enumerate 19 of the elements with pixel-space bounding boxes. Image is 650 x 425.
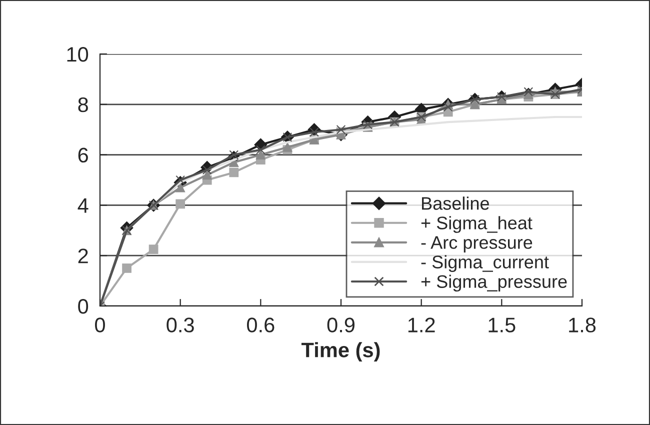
x-tick-label: 0.9: [327, 318, 354, 332]
y-tick-label: 6: [78, 148, 88, 163]
legend-label: - Arc pressure: [421, 236, 532, 252]
legend-label: - Sigma_current: [421, 255, 549, 272]
x-tick-label: 0: [95, 318, 105, 332]
x-tick-label: 1.8: [569, 318, 596, 332]
x-tick-label: 1.2: [408, 318, 435, 332]
y-tick-label: 4: [78, 198, 88, 213]
x-tick-label: 1.5: [488, 318, 516, 332]
x-tick-label: 0.6: [247, 318, 274, 332]
y-tick-label: 8: [78, 97, 88, 112]
legend-label: + Sigma_heat: [421, 216, 532, 233]
x-axis-title: Time (s): [301, 342, 380, 362]
legend-label: + Sigma_pressure: [421, 274, 567, 292]
y-tick-label: 2: [78, 248, 88, 264]
y-tick-label: 0: [78, 299, 88, 314]
y-tick-label: 10: [67, 47, 88, 62]
legend-label: Baseline: [422, 196, 489, 210]
x-tick-label: 0.3: [166, 318, 194, 332]
